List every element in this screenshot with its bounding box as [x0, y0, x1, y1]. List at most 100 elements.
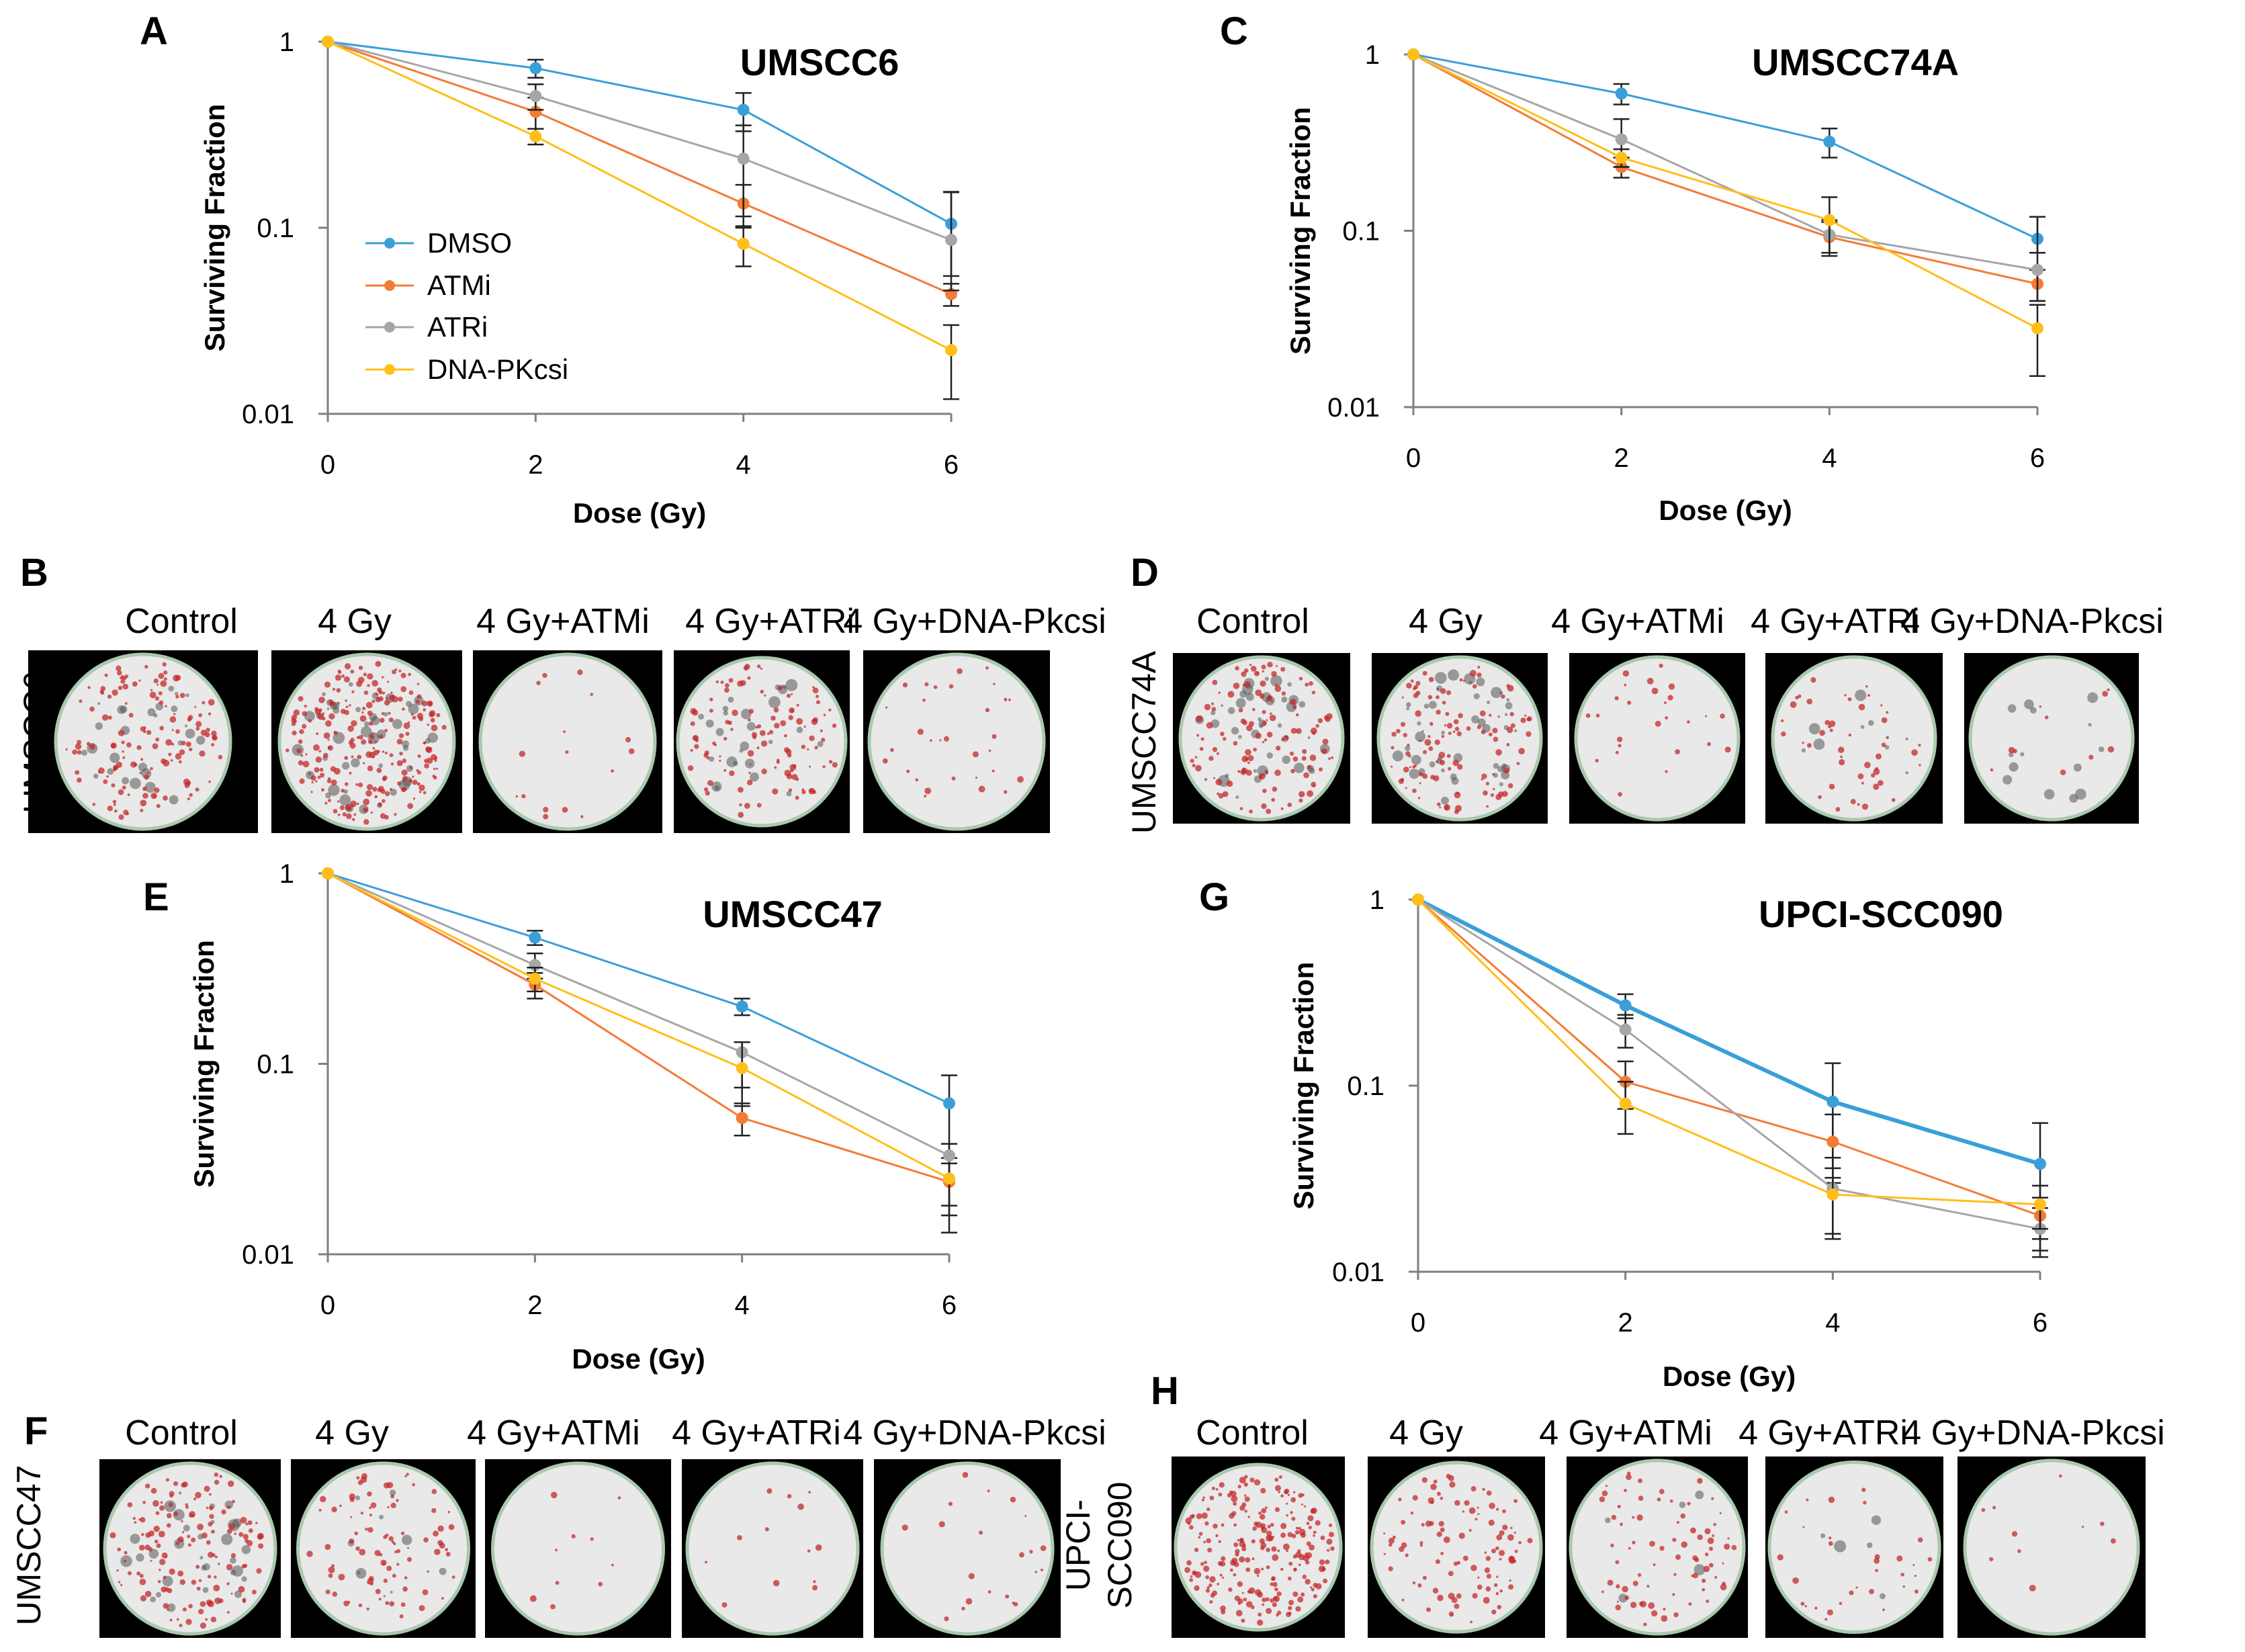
colony — [337, 701, 340, 705]
colony — [747, 718, 751, 722]
data-point-dna-pkcsi — [529, 130, 542, 142]
colony — [732, 709, 738, 716]
colony — [1595, 758, 1599, 763]
colony — [365, 701, 373, 709]
data-point-dmso — [1619, 999, 1632, 1012]
colony — [159, 1559, 166, 1565]
colony — [1330, 1546, 1335, 1551]
colony-dark — [184, 724, 188, 728]
colony-dark — [153, 713, 158, 718]
colony — [219, 1475, 222, 1478]
y-tick-label: 0.01 — [242, 1240, 294, 1270]
series-line-dna-pkcsi — [1413, 53, 2038, 329]
colony — [406, 1557, 412, 1562]
colony — [392, 669, 396, 675]
colony-dark — [183, 1524, 190, 1532]
colony — [380, 813, 386, 819]
colony — [358, 782, 363, 787]
legend-label-dmso: DMSO — [427, 227, 512, 259]
colony-dark — [1834, 1540, 1847, 1553]
colony — [315, 780, 318, 783]
colony — [756, 664, 761, 668]
colony — [1398, 778, 1404, 784]
colony — [707, 780, 713, 786]
data-point-dna-pkcsi — [1407, 48, 1419, 60]
colony — [1724, 1543, 1730, 1550]
colony — [1477, 1584, 1483, 1590]
colony — [154, 1539, 159, 1544]
colony — [1724, 746, 1731, 753]
colony — [75, 770, 80, 775]
colony — [1311, 1508, 1317, 1514]
colony — [396, 1499, 399, 1502]
colony — [423, 1537, 429, 1542]
colony — [122, 785, 126, 790]
colony — [181, 1520, 183, 1522]
condition-label-4-gy-atmi: 4 Gy+ATMi — [467, 1414, 640, 1452]
colony — [764, 1527, 769, 1532]
colony — [1891, 797, 1896, 802]
colony — [1434, 739, 1440, 745]
colony — [1019, 1552, 1024, 1558]
colony — [1448, 1571, 1454, 1577]
colony — [1624, 683, 1627, 687]
colony — [1392, 1535, 1396, 1539]
colony — [401, 769, 408, 776]
colony — [1290, 769, 1295, 774]
colony — [107, 715, 112, 720]
colony — [1388, 1537, 1395, 1544]
colony — [211, 730, 217, 736]
colony — [1290, 1497, 1296, 1503]
series-line-dmso — [1417, 898, 2041, 1166]
colony — [146, 730, 152, 735]
colony — [305, 753, 308, 756]
colony — [390, 1502, 396, 1509]
colony-dark — [2073, 763, 2082, 772]
colony — [316, 732, 319, 736]
colony — [241, 1564, 246, 1569]
colony — [118, 789, 124, 795]
colony — [790, 709, 794, 713]
colony — [1304, 1505, 1307, 1508]
colony — [1466, 726, 1471, 731]
colony — [153, 678, 159, 684]
colony — [150, 1559, 152, 1562]
colony — [132, 1516, 136, 1520]
colony — [1451, 1597, 1458, 1604]
colony — [337, 813, 341, 816]
colony — [156, 803, 161, 808]
colony — [163, 795, 168, 801]
colony — [1419, 772, 1423, 777]
colony — [331, 779, 337, 786]
colony — [1286, 1514, 1288, 1517]
colony — [1298, 798, 1303, 803]
colony-dark — [147, 708, 156, 717]
colony — [1389, 1542, 1393, 1547]
colony — [1444, 724, 1447, 727]
colony — [611, 769, 615, 773]
colony — [431, 754, 437, 760]
colony — [1435, 1559, 1440, 1565]
colony — [87, 686, 91, 689]
colony — [390, 691, 393, 694]
colony — [1626, 1471, 1631, 1475]
colony — [1199, 746, 1204, 751]
colony — [389, 1601, 395, 1607]
colony — [1659, 1545, 1665, 1551]
colony — [764, 694, 766, 697]
colony — [188, 1604, 193, 1609]
colony — [1262, 1598, 1267, 1602]
colony — [1321, 748, 1327, 754]
colony — [1215, 1488, 1219, 1491]
colony — [139, 771, 142, 775]
colony — [1712, 1534, 1715, 1537]
colony — [400, 1602, 406, 1607]
colony — [1849, 1590, 1854, 1596]
colony — [812, 1585, 818, 1591]
colony — [1423, 750, 1427, 754]
colony — [730, 728, 734, 731]
colony — [120, 1583, 123, 1587]
colony — [1624, 1595, 1630, 1600]
colony-dark — [398, 779, 410, 791]
colony — [1436, 1491, 1441, 1496]
